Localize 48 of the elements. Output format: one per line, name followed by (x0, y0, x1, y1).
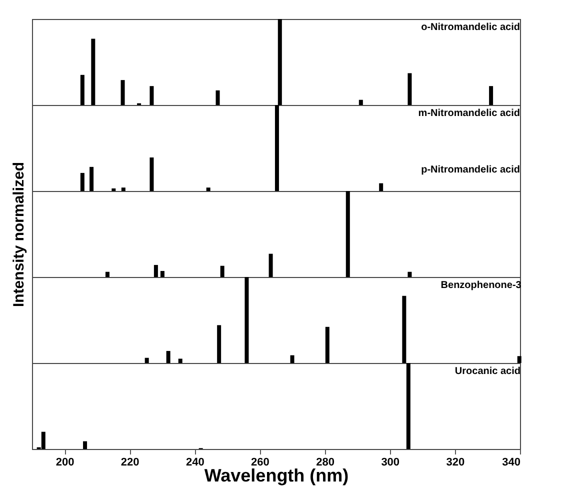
x-tick-label: 200 (56, 456, 74, 468)
x-tick-label: 260 (251, 456, 270, 468)
bar (216, 90, 220, 105)
bar (105, 272, 110, 277)
bar (290, 355, 294, 363)
bar (166, 350, 170, 363)
bar (325, 326, 330, 363)
bar (121, 188, 126, 191)
bar (112, 188, 116, 191)
x-tick-label: 280 (316, 456, 334, 468)
bar (80, 172, 84, 191)
bar (178, 358, 182, 363)
bar (150, 86, 154, 105)
bar (91, 38, 96, 105)
bar (408, 272, 412, 277)
chart-title: m-Nitromandelic acid (418, 108, 520, 119)
bar (217, 325, 222, 363)
bar (90, 166, 94, 191)
bar (346, 191, 350, 277)
bar (402, 296, 406, 363)
bar (154, 264, 158, 277)
bar (517, 356, 522, 363)
x-tick-label: 300 (381, 456, 400, 468)
bar (489, 86, 494, 105)
bar (206, 188, 210, 191)
x-tick-label: 320 (446, 456, 465, 468)
bar (160, 270, 164, 277)
bar (268, 254, 273, 277)
bar (244, 277, 249, 363)
bar (80, 74, 84, 105)
chart-title: o-Nitromandelic acid (421, 22, 520, 33)
bar (120, 80, 125, 105)
y-axis-title: Intensity normalized (10, 162, 28, 308)
bar (408, 73, 412, 105)
bar (358, 100, 363, 105)
bar (83, 441, 88, 449)
x-tick-label: 220 (120, 456, 140, 468)
x-tick-label: 340 (502, 456, 520, 468)
x-tick-label: 240 (186, 456, 204, 468)
bar (379, 183, 384, 191)
bar (406, 363, 410, 449)
bar (41, 432, 46, 449)
x-axis-title: Wavelength (nm) (204, 466, 349, 486)
bar (220, 266, 224, 277)
chart-title: Urocanic acid (454, 366, 520, 377)
bar (150, 157, 154, 191)
chart-title: p-Nitromandelic acid (421, 164, 520, 176)
bar (144, 358, 149, 363)
